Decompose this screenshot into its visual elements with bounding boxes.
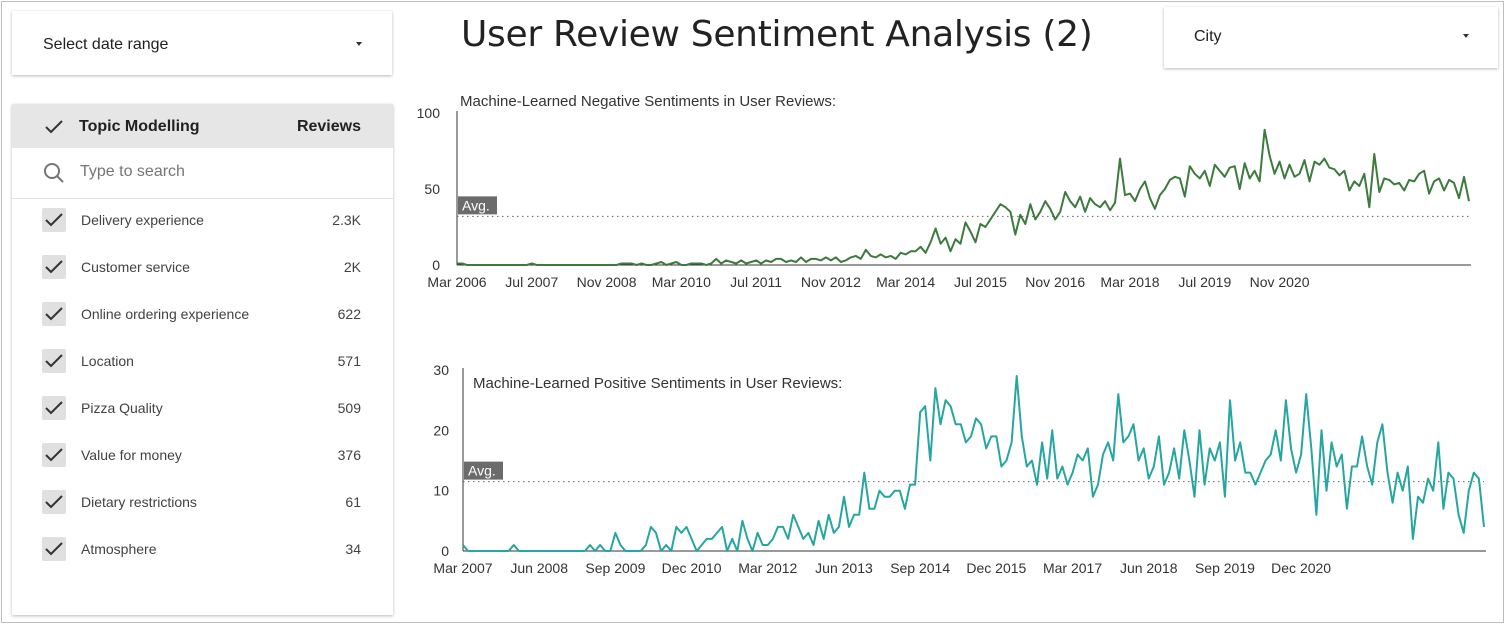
- x-tick-label: Sep 2019: [1195, 560, 1255, 576]
- topic-count: 61: [345, 494, 361, 510]
- topic-checkbox[interactable]: [42, 208, 66, 232]
- y-tick-label: 100: [417, 105, 441, 121]
- x-tick-label: Nov 2012: [801, 274, 861, 290]
- series-line: [457, 128, 1470, 266]
- reviews-header-label: Reviews: [296, 118, 361, 135]
- check-icon: [45, 213, 63, 227]
- city-dropdown[interactable]: City: [1164, 7, 1498, 68]
- x-tick-label: Jun 2008: [510, 560, 568, 576]
- x-tick-label: Mar 2018: [1100, 274, 1159, 290]
- topic-item[interactable]: Atmosphere 34: [12, 527, 393, 574]
- topic-item[interactable]: Customer service 2K: [12, 245, 393, 292]
- x-tick-label: Mar 2017: [1043, 560, 1102, 576]
- topic-item[interactable]: Pizza Quality 509: [12, 386, 393, 433]
- topic-label: Delivery experience: [81, 212, 204, 228]
- chevron-down-icon: [1463, 34, 1469, 38]
- select-all-checkbox[interactable]: [42, 115, 66, 139]
- average-label: Avg.: [462, 197, 490, 213]
- topic-item[interactable]: Location 571: [12, 339, 393, 386]
- x-tick-label: Jul 2011: [730, 274, 782, 290]
- topic-checkbox[interactable]: [42, 537, 66, 561]
- topic-count: 622: [337, 306, 361, 322]
- check-icon: [45, 542, 63, 556]
- x-tick-label: Mar 2010: [652, 274, 711, 290]
- x-tick-label: Jun 2018: [1120, 560, 1178, 576]
- x-tick-label: Sep 2014: [890, 560, 950, 576]
- check-icon: [45, 448, 63, 462]
- x-tick-label: Mar 2014: [876, 274, 935, 290]
- check-icon: [45, 401, 63, 415]
- average-badge: [458, 196, 497, 215]
- topic-search-input[interactable]: [80, 163, 360, 181]
- check-icon: [45, 260, 63, 274]
- x-tick-label: Dec 2015: [966, 560, 1026, 576]
- check-icon: [45, 120, 63, 134]
- series-line: [462, 375, 1485, 552]
- search-icon: [44, 163, 64, 183]
- x-tick-label: Nov 2020: [1250, 274, 1310, 290]
- topic-item[interactable]: Online ordering experience 622: [12, 292, 393, 339]
- x-tick-label: Jul 2019: [1178, 274, 1231, 290]
- x-tick-label: Mar 2006: [427, 274, 486, 290]
- x-tick-label: Nov 2016: [1025, 274, 1085, 290]
- date-range-label: Select date range: [43, 36, 169, 53]
- topic-checkbox[interactable]: [42, 443, 66, 467]
- topic-header: Topic Modelling Reviews: [12, 104, 393, 148]
- x-tick-label: Jul 2015: [954, 274, 1007, 290]
- topic-checkbox[interactable]: [42, 349, 66, 373]
- topic-label: Customer service: [81, 259, 190, 275]
- page-title: User Review Sentiment Analysis (2): [461, 14, 1093, 55]
- topic-count: 2K: [343, 259, 361, 275]
- topic-label: Location: [81, 353, 134, 369]
- topic-checkbox[interactable]: [42, 396, 66, 420]
- topic-count: 2.3K: [332, 212, 361, 228]
- topic-count: 376: [337, 447, 361, 463]
- check-icon: [45, 495, 63, 509]
- x-tick-label: Jul 2007: [505, 274, 558, 290]
- topic-search: [12, 148, 393, 199]
- x-tick-label: Dec 2010: [662, 560, 722, 576]
- topic-label: Atmosphere: [81, 541, 157, 557]
- topic-label: Value for money: [81, 447, 182, 463]
- x-tick-label: Sep 2009: [585, 560, 645, 576]
- topic-count: 509: [337, 400, 361, 416]
- topic-count: 34: [345, 541, 361, 557]
- city-label: City: [1194, 28, 1222, 45]
- topic-item[interactable]: Dietary restrictions 61: [12, 480, 393, 527]
- y-tick-label: 20: [433, 422, 449, 438]
- topic-filter-panel: Topic Modelling Reviews Delivery experie…: [12, 104, 393, 615]
- topic-checkbox[interactable]: [42, 255, 66, 279]
- x-tick-label: Nov 2008: [577, 274, 637, 290]
- chart-title: Machine-Learned Positive Sentiments in U…: [473, 375, 842, 392]
- topic-item[interactable]: Value for money 376: [12, 433, 393, 480]
- x-tick-label: Mar 2012: [738, 560, 797, 576]
- y-tick-label: 0: [432, 257, 440, 273]
- x-tick-label: Mar 2007: [433, 560, 492, 576]
- topic-checkbox[interactable]: [42, 490, 66, 514]
- y-tick-label: 50: [424, 181, 440, 197]
- average-label: Avg.: [468, 463, 496, 479]
- topic-count: 571: [337, 353, 361, 369]
- average-badge: [464, 461, 503, 480]
- topic-checkbox[interactable]: [42, 302, 66, 326]
- topic-item[interactable]: Delivery experience 2.3K: [12, 198, 393, 245]
- y-tick-label: 10: [433, 483, 449, 499]
- chart-title: Machine-Learned Negative Sentiments in U…: [460, 93, 836, 110]
- check-icon: [45, 354, 63, 368]
- x-tick-label: Jun 2013: [815, 560, 873, 576]
- check-icon: [45, 307, 63, 321]
- topic-label: Pizza Quality: [81, 400, 163, 416]
- topic-label: Online ordering experience: [81, 306, 250, 322]
- x-tick-label: Dec 2020: [1271, 560, 1331, 576]
- positive-sentiment-chart: Machine-Learned Positive Sentiments in U…: [433, 362, 1486, 576]
- negative-sentiment-chart: Machine-Learned Negative Sentiments in U…: [417, 93, 1471, 290]
- topic-label: Dietary restrictions: [81, 494, 197, 510]
- chevron-down-icon: [356, 42, 362, 46]
- topic-header-label: Topic Modelling: [79, 118, 200, 135]
- date-range-dropdown[interactable]: Select date range: [12, 11, 392, 75]
- y-tick-label: 30: [433, 362, 449, 378]
- y-tick-label: 0: [441, 543, 449, 559]
